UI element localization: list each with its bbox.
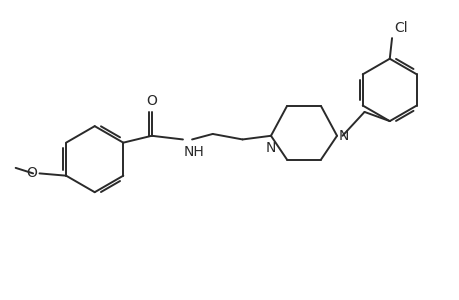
Text: NH: NH: [184, 146, 204, 159]
Text: O: O: [26, 167, 37, 180]
Text: O: O: [146, 94, 157, 108]
Text: Cl: Cl: [393, 21, 407, 35]
Text: N: N: [265, 141, 275, 155]
Text: N: N: [338, 129, 348, 143]
